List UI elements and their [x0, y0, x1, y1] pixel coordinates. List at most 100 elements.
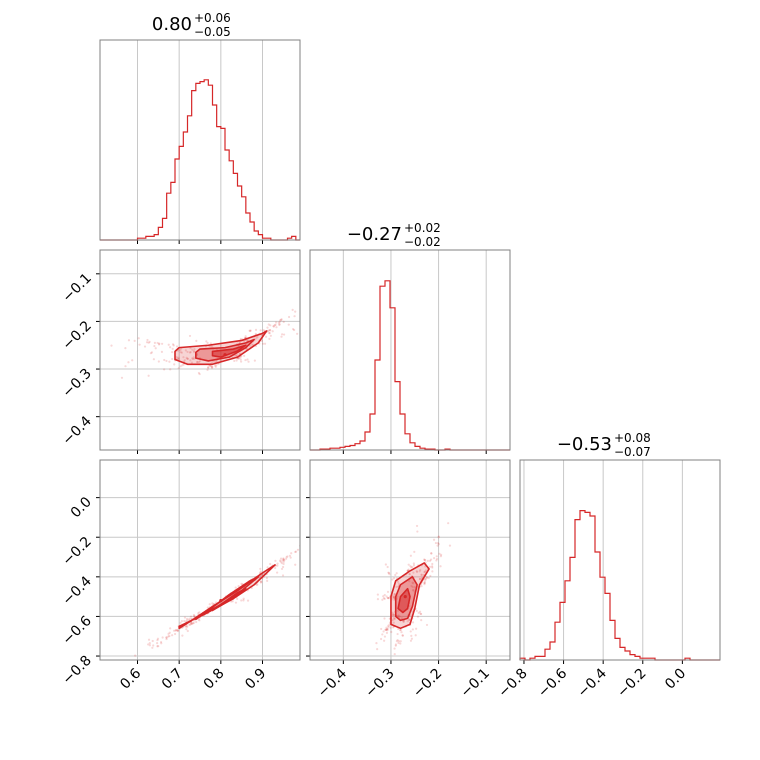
- scatter-panel-0-1-sample-255: [287, 323, 290, 326]
- scatter-panel-0-2-sample-129: [134, 654, 137, 657]
- hist-title-2: −0.53 +0.08−0.07: [557, 431, 651, 459]
- scatter-panel-0-1-sample-158: [173, 363, 176, 366]
- scatter-panel-0-2-sample-30: [211, 602, 214, 605]
- scatter-panel-1-2-sample-202: [430, 552, 433, 555]
- scatter-panel-1-2-sample-225: [423, 558, 426, 562]
- scatter-panel-1-2: [306, 459, 511, 664]
- ytick-label-1-1: −0.3: [59, 366, 94, 401]
- hist-title-minus-0: −0.05: [194, 25, 231, 39]
- scatter-panel-0-1-sample-16: [152, 358, 155, 361]
- xtick-label-1-0: −0.4: [315, 665, 350, 700]
- scatter-panel-0-1-sample-97: [293, 328, 296, 332]
- scatter-panel-0-1-sample-26: [207, 366, 210, 369]
- scatter-panel-0-1-sample-224: [271, 330, 274, 333]
- scatter-panel-1-2-sample-73: [413, 550, 416, 553]
- scatter-panel-1-2-sample-164: [411, 581, 414, 584]
- scatter-panel-1-2-sample-5: [388, 572, 391, 576]
- scatter-panel-0-2-sample-164: [185, 625, 188, 628]
- scatter-panel-1-2-sample-100: [412, 589, 415, 592]
- scatter-panel-0-2-sample-214: [259, 567, 262, 570]
- scatter-panel-0-1-sample-123: [292, 328, 295, 331]
- scatter-panel-1-2-sample-90: [394, 644, 397, 647]
- scatter-panel-0-1-sample-44: [183, 359, 186, 362]
- scatter-panel-0-1-sample-30: [143, 345, 147, 348]
- scatter-panel-0-2-sample-94: [274, 566, 277, 570]
- scatter-panel-0-2-sample-124: [234, 586, 237, 589]
- scatter-panel-0-2-sample-202: [256, 583, 259, 586]
- scatter-panel-0-1-sample-120: [157, 360, 160, 363]
- scatter-panel-0-1-sample-60: [259, 329, 262, 332]
- hist-title-minus-1: −0.02: [404, 235, 441, 249]
- scatter-panel-0-2-sample-28: [240, 582, 243, 585]
- scatter-panel-1-2-sample-185: [437, 543, 440, 546]
- scatter-panel-0-1-sample-45: [110, 344, 113, 347]
- scatter-panel-0-1-sample-147: [186, 350, 189, 354]
- scatter-panel-0-2-sample-194: [176, 629, 180, 633]
- scatter-panel-0-1-sample-101: [250, 343, 254, 346]
- scatter-panel-0-1-sample-36: [255, 337, 258, 340]
- scatter-panel-0-1-sample-214: [179, 349, 182, 352]
- scatter-panel-0-2-sample-58: [279, 557, 283, 560]
- scatter-panel-1-2-sample-54: [418, 570, 421, 573]
- scatter-panel-1-2-sample-195: [410, 584, 413, 588]
- scatter-panel-0-1-sample-32: [171, 347, 174, 350]
- scatter-panel-0-1-sample-86: [153, 344, 156, 348]
- scatter-panel-1-2-sample-244: [417, 611, 420, 614]
- scatter-panel-0-2-sample-159: [294, 550, 298, 553]
- scatter-panel-0-2-sample-185: [282, 557, 285, 560]
- ytick-label-2-0: −0.8: [59, 653, 94, 688]
- scatter-panel-1-2-sample-258: [393, 593, 397, 596]
- scatter-panel-1-2-sample-50: [395, 585, 398, 589]
- hist-title-plus-0: +0.06: [194, 11, 231, 25]
- scatter-panel-1-2-sample-178: [395, 640, 399, 643]
- scatter-panel-1-2-sample-218: [437, 535, 440, 538]
- scatter-panel-1-2-sample-16: [415, 609, 418, 613]
- scatter-panel-0-1-sample-84: [254, 328, 258, 331]
- scatter-panel-0-1-sample-2: [254, 332, 257, 335]
- scatter-panel-0-1-sample-129: [156, 341, 159, 345]
- xtick-label-2-1: −0.6: [535, 665, 570, 700]
- scatter-panel-1-2-sample-89: [411, 585, 414, 589]
- xtick-label-0-1: 0.7: [159, 666, 186, 693]
- scatter-panel-0-1-contour-2: [211, 344, 247, 358]
- scatter-panel-0-1-sample-245: [247, 360, 250, 363]
- scatter-panel-0-1-sample-240: [208, 364, 211, 367]
- scatter-panel-0-1-sample-239: [256, 335, 259, 339]
- scatter-panel-0-2-sample-183: [168, 631, 171, 634]
- scatter-panel-0-1-sample-208: [188, 351, 192, 354]
- ytick-label-1-2: −0.2: [59, 318, 94, 353]
- scatter-panel-0-1-sample-216: [169, 368, 172, 371]
- scatter-panel-0-2-background: [100, 460, 300, 660]
- scatter-panel-1-2-sample-39: [414, 634, 417, 637]
- scatter-panel-0-1-sample-171: [244, 358, 247, 362]
- scatter-panel-0-2-sample-246: [156, 638, 159, 642]
- scatter-panel-0-1-sample-193: [269, 329, 272, 332]
- scatter-panel-0-2-sample-78: [302, 542, 304, 544]
- scatter-panel-0-1-sample-192: [280, 335, 283, 338]
- scatter-panel-0-1-sample-41: [199, 359, 202, 363]
- scatter-panel-0-1-sample-57: [260, 339, 264, 342]
- scatter-panel-1-2-sample-177: [418, 577, 422, 580]
- scatter-panel-0-1-sample-135: [145, 341, 149, 344]
- scatter-panel-0-1-sample-166: [267, 323, 270, 326]
- scatter-panel-0-1-sample-225: [235, 353, 239, 357]
- scatter-panel-0-1-sample-54: [148, 340, 151, 343]
- scatter-panel-0-1-sample-151: [206, 368, 209, 371]
- scatter-panel-1-2-sample-217: [439, 565, 442, 568]
- scatter-panel-0-2-sample-43: [173, 632, 177, 636]
- scatter-panel-0-1-sample-75: [176, 357, 179, 360]
- scatter-panel-0-2-sample-259: [174, 628, 178, 632]
- scatter-panel-1-2-sample-249: [413, 586, 416, 589]
- scatter-panel-0-2-sample-203: [183, 616, 187, 619]
- scatter-panel-0-2-sample-254: [240, 599, 243, 602]
- scatter-panel-1-2-sample-151: [387, 596, 390, 600]
- scatter-panel-0-1-sample-181: [196, 360, 199, 364]
- scatter-panel-0-1-sample-93: [153, 341, 157, 344]
- hist-title-median-0: 0.80: [152, 14, 192, 35]
- scatter-panel-1-2-sample-19: [424, 559, 427, 562]
- scatter-panel-1-2-sample-141: [383, 617, 386, 620]
- scatter-panel-1-2-sample-149: [409, 565, 412, 568]
- scatter-panel-0-2-sample-22: [185, 624, 188, 627]
- scatter-panel-0-2-sample-20: [282, 560, 285, 563]
- scatter-panel-1-2-sample-255: [407, 563, 410, 566]
